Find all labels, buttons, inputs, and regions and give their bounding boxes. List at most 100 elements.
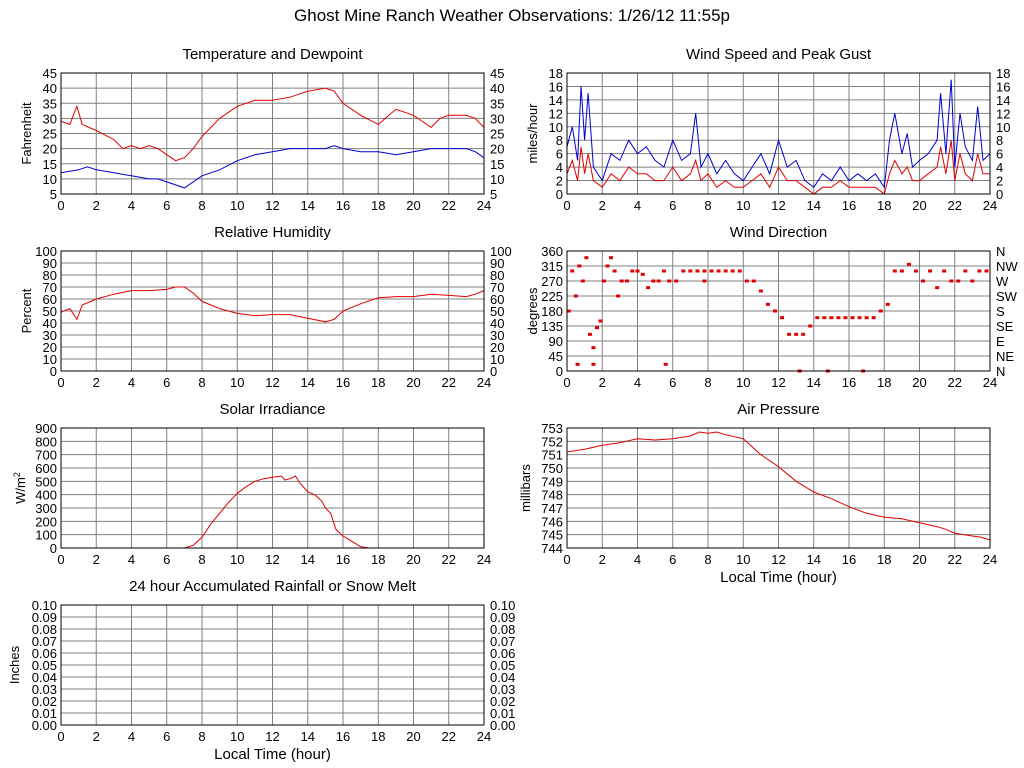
data-point	[616, 294, 621, 298]
y-tick-label: 0.03	[32, 682, 57, 697]
y-tick-label: 749	[541, 474, 563, 489]
data-point	[702, 279, 707, 283]
x-tick-label: 20	[406, 375, 420, 390]
chart-title: Solar Irradiance	[220, 401, 326, 418]
data-point	[935, 286, 940, 290]
x-tick-label: 8	[198, 552, 205, 567]
x-tick-label: 4	[634, 552, 641, 567]
compass-label: S	[996, 304, 1005, 319]
data-point	[609, 256, 614, 260]
x-tick-label: 6	[163, 375, 170, 390]
data-point	[815, 316, 820, 320]
y-tick-label: 746	[541, 514, 563, 529]
data-point	[913, 269, 918, 273]
series-line	[566, 140, 990, 195]
x-tick-label: 22	[948, 375, 962, 390]
y-tick-label: 100	[35, 244, 57, 259]
y-tick-label-right: 0.10	[490, 598, 515, 613]
y-tick-label-right: 30	[490, 111, 504, 126]
y-axis-label: Fahrenheit	[19, 102, 34, 165]
y-tick-label-right: 8	[996, 133, 1003, 148]
y-tick-label: 18	[549, 66, 563, 81]
data-point	[864, 316, 869, 320]
y-tick-label: 0	[50, 541, 57, 556]
y-tick-label: 0.08	[32, 622, 57, 637]
data-point	[963, 269, 968, 273]
data-point	[906, 262, 911, 266]
y-tick-label: 90	[549, 334, 563, 349]
x-tick-label: 16	[336, 729, 350, 744]
data-point	[577, 264, 582, 268]
x-tick-label: 8	[198, 375, 205, 390]
compass-label: N	[996, 364, 1005, 379]
y-tick-label-right: 0.06	[490, 646, 515, 661]
y-tick-label: 40	[43, 316, 57, 331]
data-point	[702, 269, 707, 273]
y-tick-label: 4	[556, 160, 563, 175]
y-tick-label-right: 80	[490, 268, 504, 283]
x-tick-label: 2	[599, 375, 606, 390]
y-tick-label: 30	[43, 328, 57, 343]
y-tick-label: 60	[43, 292, 57, 307]
y-tick-label: 0.07	[32, 634, 57, 649]
y-tick-label-right: 18	[996, 66, 1010, 81]
y-tick-label: 0.04	[32, 670, 57, 685]
y-tick-label-right: 15	[490, 157, 504, 172]
x-tick-label: 14	[807, 552, 821, 567]
x-tick-label: 0	[57, 552, 64, 567]
x-tick-label: 14	[301, 375, 315, 390]
compass-label: NE	[996, 349, 1014, 364]
data-point	[942, 269, 947, 273]
y-tick-label: 20	[43, 340, 57, 355]
x-tick-label: 2	[599, 552, 606, 567]
y-axis-label: miles/hour	[525, 103, 540, 164]
x-tick-label: 12	[771, 375, 785, 390]
y-tick-label: 14	[549, 93, 563, 108]
data-point	[619, 279, 624, 283]
x-tick-label: 6	[163, 198, 170, 213]
compass-label: SW	[996, 289, 1018, 304]
y-tick-label: 50	[43, 304, 57, 319]
plot-frame	[60, 250, 485, 372]
x-tick-label: 20	[406, 552, 420, 567]
chart-title: Wind Direction	[730, 224, 828, 241]
y-tick-label: 400	[35, 488, 57, 503]
y-tick-label: 0	[556, 364, 563, 379]
x-tick-label: 6	[669, 375, 676, 390]
x-tick-label: 22	[948, 198, 962, 213]
data-point	[630, 269, 635, 273]
y-tick-label-right: 0.09	[490, 610, 515, 625]
data-point	[587, 332, 592, 336]
data-point	[651, 279, 656, 283]
y-tick-label: 315	[541, 259, 563, 274]
data-point	[624, 279, 629, 283]
y-tick-label: 600	[35, 461, 57, 476]
x-tick-label: 0	[563, 198, 570, 213]
x-tick-label: 14	[301, 198, 315, 213]
data-point	[667, 279, 672, 283]
compass-label: E	[996, 334, 1005, 349]
x-tick-label: 8	[198, 198, 205, 213]
x-tick-label: 14	[301, 552, 315, 567]
x-tick-label: 12	[265, 729, 279, 744]
data-point	[591, 346, 596, 350]
compass-label: NW	[996, 259, 1018, 274]
x-tick-label: 12	[265, 552, 279, 567]
data-point	[808, 324, 813, 328]
data-point	[751, 279, 756, 283]
plot-frame	[566, 427, 991, 549]
data-point	[758, 289, 763, 293]
data-point	[646, 286, 651, 290]
data-point	[737, 269, 742, 273]
y-tick-label: 90	[43, 256, 57, 271]
y-tick-label-right: 35	[490, 96, 504, 111]
data-point	[612, 269, 617, 273]
x-tick-label: 10	[736, 375, 750, 390]
x-tick-label: 8	[704, 198, 711, 213]
x-tick-label: 24	[983, 552, 997, 567]
x-tick-label: 2	[93, 198, 100, 213]
x-tick-label: 2	[93, 552, 100, 567]
y-axis-label: millibars	[518, 464, 533, 512]
